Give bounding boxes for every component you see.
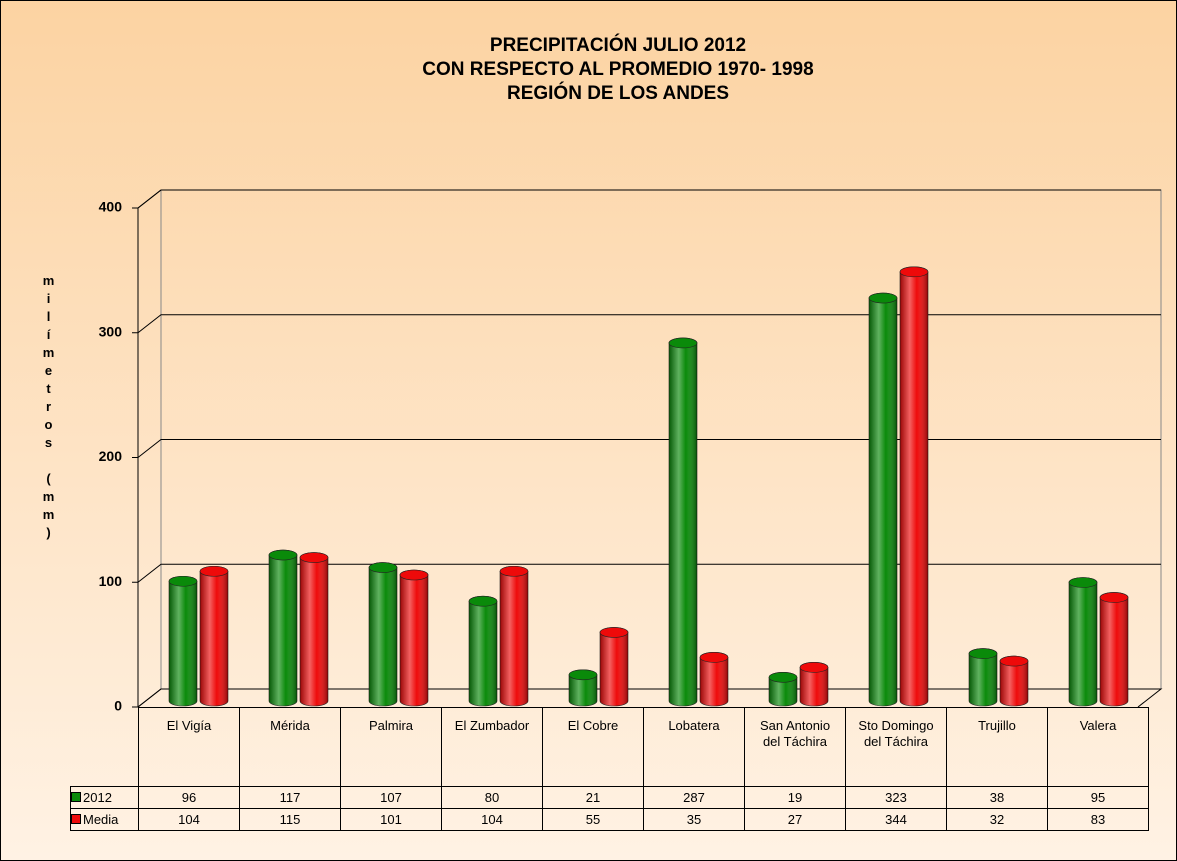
bar-top (999, 655, 1029, 667)
y-tick-label: 0 (114, 698, 122, 714)
bar-shade (400, 570, 428, 706)
value-cell: 287 (643, 786, 745, 809)
bar-top (399, 569, 429, 581)
bar-shade (600, 627, 628, 706)
y-tick-label: 200 (99, 448, 123, 464)
bar-shade (269, 550, 297, 706)
y-tick-label: 100 (99, 573, 123, 589)
category-label: Sto Domingo del Táchira (845, 707, 947, 787)
bar-shade (969, 648, 997, 706)
value-cell: 95 (1047, 786, 1149, 809)
bar-top (268, 549, 298, 561)
category-label: Palmira (340, 707, 442, 787)
bar-shade (800, 662, 828, 706)
grid-line (137, 439, 1161, 458)
y-axis-label: milímetros (mm) (41, 273, 56, 543)
bar-top (468, 595, 498, 607)
blank-cell (71, 708, 139, 787)
legend-entry: Media (70, 808, 139, 831)
bar-top (699, 652, 729, 663)
bar-top (868, 292, 898, 304)
chart-title: REGIÓN DE LOS ANDES (507, 82, 729, 104)
bar-shade (1069, 577, 1098, 706)
legend-label: Media (83, 812, 119, 827)
bar-shade (469, 596, 497, 706)
legend-entry: 2012 (70, 786, 139, 809)
chart-title: PRECIPITACIÓN JULIO 2012 (490, 34, 746, 56)
value-cell: 115 (239, 808, 341, 831)
value-cell: 21 (542, 786, 644, 809)
category-label: Trujillo (946, 707, 1048, 787)
bar-shade (200, 566, 228, 706)
data-table: El Vigía Mérida Palmira El Zumbador El Cobre… (70, 707, 1149, 831)
grid-line (137, 314, 1161, 334)
bar-shade (300, 552, 328, 706)
bar-shade (669, 337, 697, 706)
bar-shade (369, 562, 397, 706)
value-cell: 101 (340, 808, 442, 831)
bar-top (768, 671, 798, 683)
bar-top (668, 337, 698, 349)
bar-shade (500, 566, 528, 706)
bar-top (368, 562, 398, 573)
category-label: Valera (1047, 707, 1149, 787)
bar-top (499, 565, 529, 577)
bar-top (1068, 577, 1098, 588)
table-row: Media 104 115 101 104 55 35 27 344 32 83 (70, 808, 1149, 831)
value-cell: 32 (946, 808, 1048, 831)
bar-top (899, 266, 929, 278)
bar-top (168, 575, 198, 587)
value-cell: 35 (643, 808, 745, 831)
bar-shade (900, 266, 928, 706)
y-tick-label: 400 (99, 199, 123, 215)
y-tick-label: 300 (99, 323, 123, 339)
bar-top (968, 648, 998, 659)
value-cell: 83 (1047, 808, 1149, 831)
legend-swatch (71, 792, 81, 802)
value-cell: 55 (542, 808, 644, 831)
grid-line (137, 189, 1161, 209)
legend-swatch (71, 814, 81, 824)
chart-title: CON RESPECTO AL PROMEDIO 1970- 1998 (422, 59, 813, 80)
value-cell: 107 (340, 786, 442, 809)
grid-line (137, 563, 1161, 583)
bar-shade (1100, 592, 1128, 706)
bar-top (299, 552, 329, 563)
bar-top (568, 669, 598, 681)
category-label: Lobatera (643, 707, 745, 787)
category-label: El Cobre (542, 707, 644, 787)
category-label: Mérida (239, 707, 341, 787)
value-cell: 104 (441, 808, 543, 831)
bar-shade (1000, 656, 1028, 706)
table-row: 2012 96 117 107 80 21 287 19 323 38 95 (70, 786, 1149, 809)
value-cell: 19 (744, 786, 846, 809)
bar-shade (700, 652, 728, 706)
category-label: San Antonio del Táchira (744, 707, 846, 787)
value-cell: 344 (845, 808, 947, 831)
bar-top (1099, 592, 1129, 603)
bar-top (199, 565, 229, 577)
value-cell: 117 (239, 786, 341, 809)
value-cell: 80 (441, 786, 543, 809)
bar-top (799, 662, 829, 673)
value-cell: 96 (138, 786, 240, 809)
category-label: El Zumbador (441, 707, 543, 787)
value-cell: 27 (744, 808, 846, 831)
bar-shade (869, 293, 897, 706)
table-row: El Vigía Mérida Palmira El Zumbador El Cobre… (71, 707, 1149, 787)
bar-shade (169, 576, 197, 706)
value-cell: 323 (845, 786, 947, 809)
bar-top (599, 627, 629, 638)
category-label: El Vigía (138, 707, 240, 787)
value-cell: 104 (138, 808, 240, 831)
legend-label: 2012 (83, 790, 112, 805)
value-cell: 38 (946, 786, 1048, 809)
